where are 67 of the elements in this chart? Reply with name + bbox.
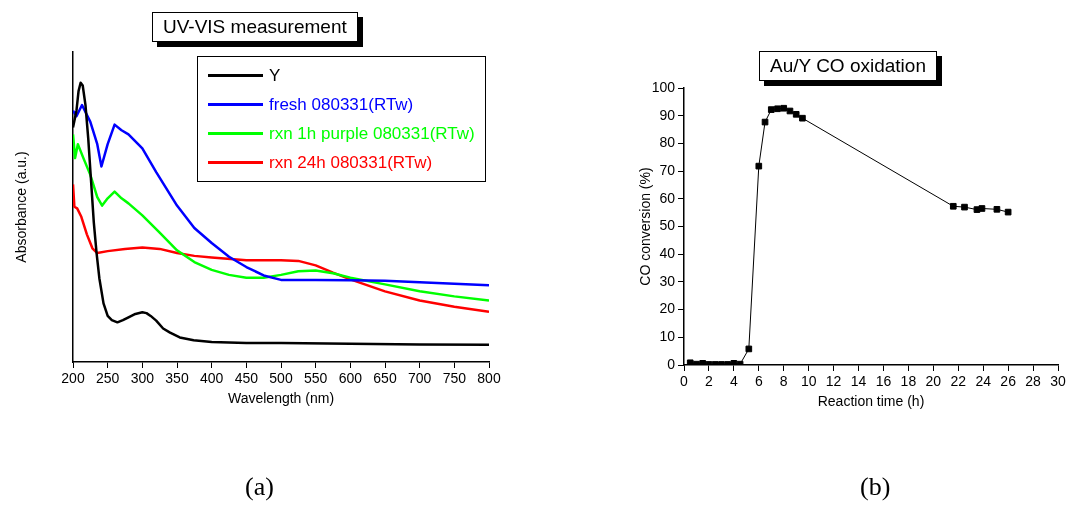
legend-label: rxn 1h purple 080331(RTw) bbox=[269, 123, 475, 144]
point bbox=[774, 105, 781, 113]
x-tick-label: 350 bbox=[165, 370, 189, 387]
x-tick-label: 2 bbox=[705, 373, 714, 390]
point bbox=[949, 202, 957, 210]
x-tick-label: 12 bbox=[825, 373, 842, 390]
chart-title: UV-VIS measurement bbox=[152, 12, 358, 42]
x-tick-label: 300 bbox=[130, 370, 155, 387]
point bbox=[745, 345, 753, 353]
text: (b) bbox=[860, 472, 891, 502]
point bbox=[761, 118, 769, 126]
x-axis-title: Wavelength (nm) bbox=[227, 390, 335, 407]
point bbox=[767, 106, 775, 113]
y-tick-label: 70 bbox=[659, 161, 676, 178]
point bbox=[792, 110, 800, 118]
point bbox=[780, 104, 788, 112]
x-tick-label: 8 bbox=[779, 373, 788, 390]
y-axis-title: Absorbance (a.u.) bbox=[13, 151, 30, 263]
point bbox=[978, 205, 986, 212]
legend-label: rxn 24h 080331(RTw) bbox=[269, 152, 433, 173]
legend-label: fresh 080331(RTw) bbox=[269, 94, 414, 115]
y-tick-label: 30 bbox=[659, 272, 676, 289]
y-tick-label: 20 bbox=[659, 300, 676, 317]
x-tick-label: 500 bbox=[269, 370, 293, 387]
y-tick-label: 90 bbox=[659, 106, 676, 123]
x-tick-label: 26 bbox=[1000, 373, 1017, 390]
x-tick-label: 4 bbox=[729, 373, 738, 390]
x-tick-label: 450 bbox=[234, 370, 259, 387]
point bbox=[993, 206, 1001, 213]
x-tick-label: 6 bbox=[754, 373, 763, 390]
point bbox=[786, 107, 794, 115]
x-tick-label: 250 bbox=[95, 370, 120, 387]
y-tick-label: 50 bbox=[659, 217, 676, 234]
point bbox=[1004, 208, 1012, 216]
x-tick-label: 600 bbox=[338, 370, 363, 387]
x-tick-label: 0 bbox=[680, 373, 689, 390]
x-tick-label: 650 bbox=[373, 370, 397, 387]
x-tick-label: 16 bbox=[875, 373, 892, 390]
y-tick-label: 60 bbox=[659, 189, 676, 206]
legend-label: Y bbox=[269, 65, 281, 86]
x-tick-label: 14 bbox=[850, 373, 867, 390]
point bbox=[755, 162, 763, 170]
x-tick-label: 200 bbox=[61, 370, 85, 387]
y-tick-label: 100 bbox=[651, 78, 676, 95]
y-tick-label: 0 bbox=[667, 355, 676, 372]
x-tick-label: 28 bbox=[1025, 373, 1042, 390]
point bbox=[961, 203, 968, 211]
y-tick-label: 80 bbox=[659, 134, 676, 151]
chart-title: Au/Y CO oxidation bbox=[759, 51, 937, 81]
x-tick-label: 24 bbox=[975, 373, 992, 390]
x-tick-label: 400 bbox=[199, 370, 224, 387]
text: (a) bbox=[245, 472, 274, 502]
x-tick-label: 22 bbox=[950, 373, 967, 390]
x-tick-label: 700 bbox=[407, 370, 432, 387]
y-axis-title: CO conversion (%) bbox=[637, 167, 654, 286]
x-tick-label: 800 bbox=[477, 370, 501, 387]
point bbox=[686, 359, 694, 365]
x-tick-label: 18 bbox=[900, 373, 917, 390]
x-tick-label: 750 bbox=[442, 370, 467, 387]
x-tick-label: 550 bbox=[303, 370, 328, 387]
x-tick-label: 10 bbox=[800, 373, 817, 390]
point bbox=[799, 114, 806, 122]
x-axis-title: Reaction time (h) bbox=[817, 393, 925, 410]
y-tick-label: 10 bbox=[659, 328, 676, 345]
x-tick-label: 30 bbox=[1050, 373, 1066, 390]
y-tick-label: 40 bbox=[659, 245, 676, 262]
x-tick-label: 20 bbox=[925, 373, 942, 390]
